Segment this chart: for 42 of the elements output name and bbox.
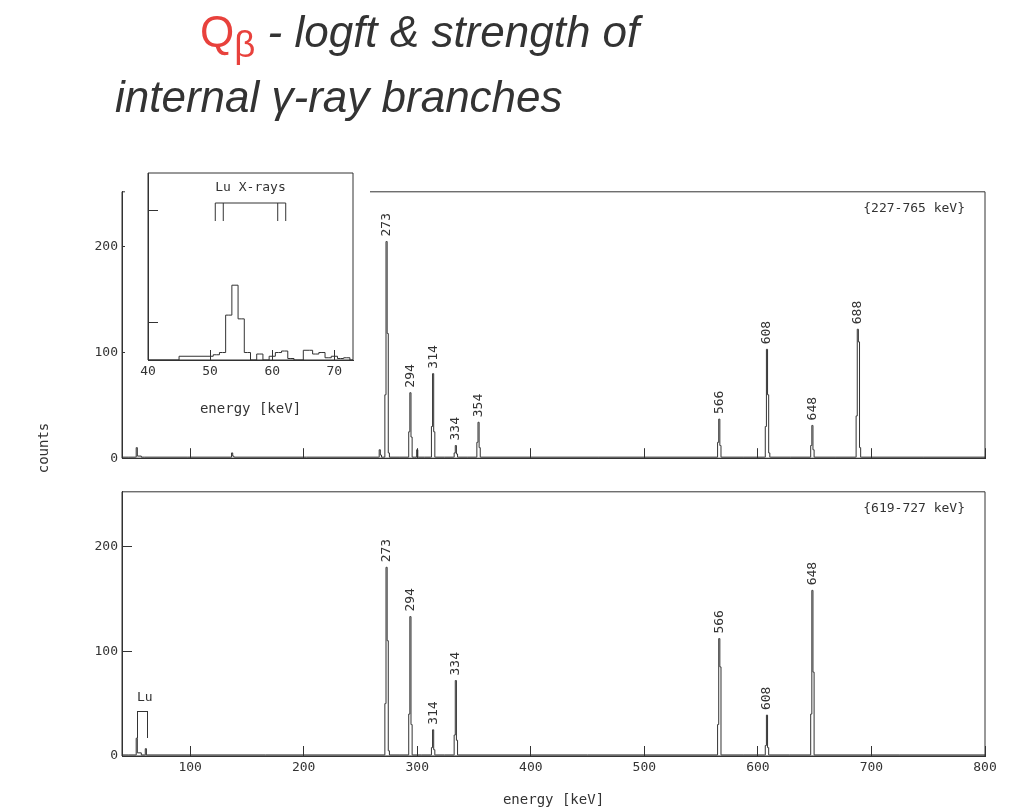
x-tick-label: 100	[178, 759, 202, 775]
annotation: 314	[424, 344, 440, 369]
annotation: 608	[758, 320, 774, 345]
x-tick-label: 700	[859, 759, 884, 775]
annotation: {227-765 keV}	[863, 199, 965, 215]
annotation: 294	[401, 364, 417, 388]
annotation: 566	[710, 610, 726, 634]
annotation: {619-727 keV}	[863, 499, 965, 515]
annotation: 608	[758, 686, 774, 711]
x-tick-label: 200	[291, 759, 316, 775]
y-tick-label: 200	[94, 238, 118, 254]
annotation: 314	[424, 701, 440, 725]
annotation: 354	[469, 393, 485, 418]
y-tick-label: 0	[110, 747, 118, 763]
annotation: 648	[803, 396, 819, 421]
annotation: Lu	[137, 688, 153, 704]
x-tick-label: 800	[973, 759, 997, 775]
annotation: 334	[447, 651, 463, 676]
x-tick-label: 50	[202, 363, 218, 379]
x-tick-label: 400	[519, 759, 543, 775]
annotation: 273	[377, 213, 393, 237]
x-tick-label: 500	[632, 759, 657, 775]
x-tick-label: 300	[405, 759, 429, 775]
y-tick-label: 200	[94, 537, 118, 553]
x-axis-title: energy [keV]	[199, 400, 302, 417]
annotation: 294	[401, 587, 417, 612]
annotation: Lu X-rays	[215, 178, 286, 194]
y-tick-label: 100	[94, 642, 118, 658]
y-tick-label: 100	[94, 343, 118, 359]
annotation: 688	[849, 300, 865, 325]
chart-title: Q$_{β}$ - logft & strength of internal γ-ray branches	[115, 6, 644, 123]
annotation: 273	[377, 538, 393, 563]
x-tick-label: 60	[264, 363, 281, 379]
annotation: 334	[447, 416, 463, 441]
annotation: 648	[803, 561, 819, 586]
annotation: 566	[710, 390, 726, 415]
x-tick-label: 70	[326, 363, 343, 379]
x-axis-title: energy [keV]	[502, 791, 605, 808]
y-axis-title: counts	[35, 422, 52, 474]
x-tick-label: 600	[746, 759, 770, 775]
x-tick-label: 40	[140, 363, 156, 379]
y-tick-label: 0	[110, 449, 118, 465]
